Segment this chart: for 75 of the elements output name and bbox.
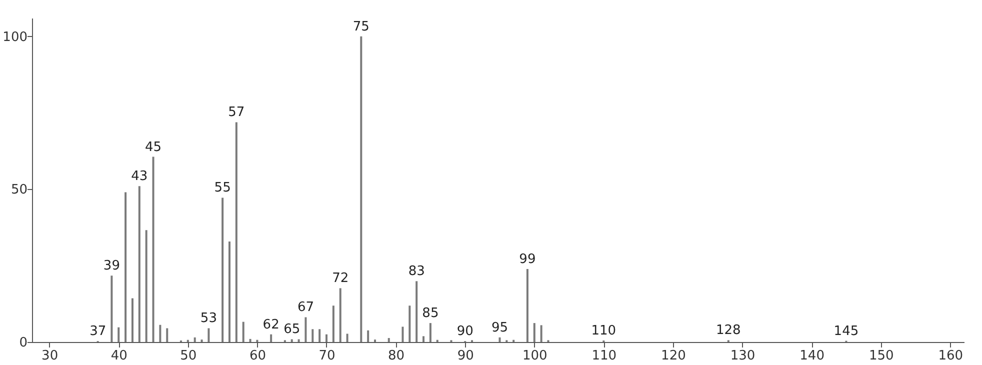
bar	[422, 336, 425, 342]
bar	[270, 334, 272, 342]
bar	[304, 317, 307, 342]
bar	[235, 122, 238, 342]
bar	[298, 339, 300, 342]
annotation: 145	[834, 324, 859, 339]
annotation: 39	[103, 258, 120, 274]
bar	[249, 338, 252, 342]
bar	[318, 329, 321, 342]
bar	[138, 186, 140, 342]
x-tick-label: 60	[249, 348, 266, 364]
y-tick-label: 50	[10, 182, 28, 198]
annotation: 43	[131, 169, 148, 184]
bar	[145, 230, 148, 342]
x-tick-label: 120	[661, 348, 686, 364]
annotation: 72	[332, 271, 349, 286]
annotation: 99	[519, 252, 536, 267]
y-tick-label: 0	[19, 336, 28, 350]
bar	[402, 326, 404, 342]
x-tick-label: 160	[938, 348, 964, 364]
annotation: 90	[456, 324, 474, 340]
annotation: 55	[214, 180, 231, 196]
bar	[429, 323, 432, 342]
x-tick-label: 100	[522, 348, 548, 364]
annotation: 110	[591, 323, 616, 338]
bar	[339, 288, 342, 342]
annotation: 45	[144, 140, 162, 155]
bar	[290, 339, 293, 342]
annotation: 53	[200, 311, 217, 326]
bar	[166, 328, 168, 342]
annotation: 75	[352, 19, 370, 34]
x-tick-label: 70	[318, 348, 336, 364]
bar	[152, 156, 154, 342]
bar	[360, 36, 362, 342]
bar	[194, 337, 196, 342]
annotation: 65	[284, 322, 300, 338]
x-tick-label: 110	[592, 348, 617, 364]
x-tick-label: 30	[42, 348, 58, 364]
annotation: 85	[422, 306, 439, 322]
bar	[540, 325, 542, 342]
y-tick-label: 100	[2, 30, 28, 45]
bar	[388, 338, 390, 342]
bar	[498, 337, 501, 342]
annotation: 95	[491, 320, 508, 336]
annotation: 37	[90, 324, 106, 340]
bar	[159, 324, 162, 342]
bar	[208, 328, 210, 342]
bar	[326, 334, 328, 342]
bar	[222, 198, 224, 342]
bar	[118, 327, 120, 342]
bar	[124, 192, 127, 342]
bar	[228, 241, 230, 342]
bar	[416, 281, 418, 342]
x-tick-label: 140	[800, 348, 824, 364]
annotation: 128	[716, 323, 741, 338]
x-tick-label: 130	[730, 348, 756, 364]
annotation: 67	[297, 300, 314, 316]
bar	[526, 268, 528, 342]
x-tick-label: 150	[868, 348, 894, 364]
bar	[367, 330, 370, 342]
x-tick-label: 80	[388, 348, 405, 364]
x-tick-label: 90	[457, 348, 474, 364]
annotation: 57	[228, 105, 245, 120]
x-tick-label: 50	[180, 348, 197, 364]
bar	[312, 329, 314, 342]
annotation: 62	[262, 317, 280, 332]
bar	[332, 306, 334, 342]
bar	[242, 322, 244, 342]
annotation: 83	[408, 264, 425, 280]
bar	[131, 298, 134, 342]
bar	[533, 323, 536, 342]
x-tick-label: 40	[110, 348, 128, 364]
bar	[408, 306, 411, 342]
bar	[110, 276, 113, 342]
bar	[346, 334, 348, 342]
